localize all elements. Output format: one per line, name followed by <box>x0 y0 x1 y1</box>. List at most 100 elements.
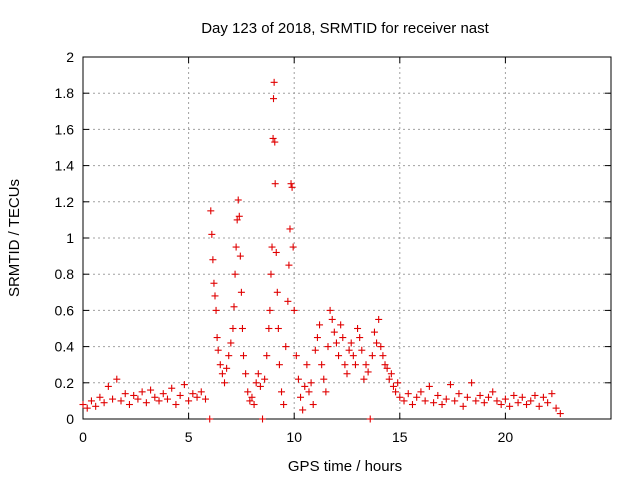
data-point <box>117 397 125 405</box>
data-point <box>510 391 518 399</box>
data-point <box>396 393 404 401</box>
data-point <box>229 325 237 332</box>
data-point <box>83 404 91 412</box>
data-point <box>280 401 288 409</box>
data-point <box>189 390 197 398</box>
data-point <box>358 346 366 354</box>
y-tick-label: 1.8 <box>55 85 75 101</box>
axes <box>82 56 612 420</box>
data-point <box>206 415 214 423</box>
data-point <box>142 399 150 407</box>
data-point <box>230 303 238 311</box>
data-point <box>455 390 463 398</box>
y-tick-label: 1 <box>66 230 74 246</box>
data-point <box>87 397 95 405</box>
data-point <box>96 393 104 401</box>
data-point <box>207 207 215 215</box>
data-point <box>413 393 421 401</box>
data-point <box>381 361 389 369</box>
data-point <box>254 370 262 378</box>
data-point <box>225 352 233 360</box>
data-point <box>351 361 359 369</box>
data-point <box>121 390 129 398</box>
y-tick-label: 1.6 <box>55 121 75 137</box>
data-point <box>197 388 205 396</box>
data-point <box>544 399 552 407</box>
data-point <box>523 401 531 409</box>
x-tick-label: 10 <box>286 429 302 445</box>
data-point <box>463 393 471 401</box>
data-point <box>208 230 216 238</box>
data-point <box>368 352 376 360</box>
data-point <box>370 328 378 336</box>
data-point <box>285 261 293 269</box>
data-point <box>394 379 402 387</box>
data-point <box>326 306 334 314</box>
data-point <box>289 243 297 251</box>
data-point <box>354 325 362 332</box>
data-point <box>320 375 328 383</box>
data-point <box>213 334 221 342</box>
data-point <box>238 325 246 332</box>
data-point <box>356 334 364 342</box>
data-point <box>211 292 219 300</box>
data-point <box>303 361 311 369</box>
x-tick-label: 5 <box>185 429 193 445</box>
data-point <box>480 399 488 407</box>
data-point <box>446 381 454 389</box>
data-point <box>275 361 283 369</box>
x-tick-label: 0 <box>79 429 87 445</box>
data-point <box>176 391 184 399</box>
data-point <box>438 401 446 409</box>
data-point <box>274 325 282 332</box>
data-point <box>345 346 353 354</box>
data-point <box>79 401 87 409</box>
data-point <box>163 395 171 403</box>
data-point <box>155 397 163 405</box>
data-point <box>305 388 313 396</box>
data-point <box>234 196 242 204</box>
data-point <box>347 339 355 347</box>
y-tick-label: 1.2 <box>55 194 75 210</box>
y-tick-label: 0.2 <box>55 375 75 391</box>
data-point <box>556 410 564 418</box>
y-tick-label: 0.6 <box>55 302 75 318</box>
data-point <box>223 364 231 372</box>
data-point <box>271 138 279 146</box>
data-point <box>337 321 345 329</box>
data-point <box>389 382 397 390</box>
data-point <box>539 393 547 401</box>
data-point <box>231 270 239 278</box>
data-point <box>104 382 112 390</box>
y-tick-label: 0.8 <box>55 266 75 282</box>
data-point <box>514 399 522 407</box>
data-point <box>328 315 336 323</box>
data-point <box>468 379 476 387</box>
grid <box>83 57 611 419</box>
data-point <box>332 339 340 347</box>
data-point <box>201 395 209 403</box>
data-point <box>322 388 330 396</box>
x-tick-label: 20 <box>498 429 514 445</box>
data-point <box>364 368 372 376</box>
plot-frame <box>82 56 612 420</box>
tick-labels: 00.20.40.60.811.21.41.61.820 5 10 15 20 <box>55 49 514 445</box>
data-point <box>383 364 391 372</box>
y-tick-label: 2 <box>66 49 74 65</box>
data-point <box>235 212 243 220</box>
data-point <box>313 334 321 342</box>
data-point <box>227 339 235 347</box>
data-point <box>214 346 222 354</box>
data-point <box>286 225 294 233</box>
data-point <box>236 252 244 260</box>
data-point <box>518 393 526 401</box>
data-point <box>180 381 188 389</box>
data-points <box>79 78 564 423</box>
data-point <box>493 397 501 405</box>
data-point <box>242 370 250 378</box>
data-point <box>193 393 201 401</box>
data-point <box>278 388 286 396</box>
data-point <box>240 352 248 360</box>
data-point <box>324 343 332 351</box>
